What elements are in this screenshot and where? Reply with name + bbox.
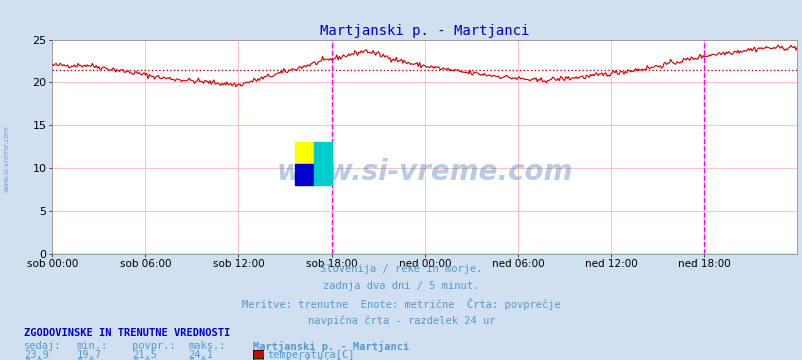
Bar [313, 143, 331, 164]
Text: navpična črta - razdelek 24 ur: navpična črta - razdelek 24 ur [307, 315, 495, 326]
Text: sedaj:: sedaj: [24, 341, 62, 351]
Text: 0,0: 0,0 [76, 358, 95, 360]
Text: 19,7: 19,7 [76, 350, 101, 360]
Text: ZGODOVINSKE IN TRENUTNE VREDNOSTI: ZGODOVINSKE IN TRENUTNE VREDNOSTI [24, 328, 230, 338]
Text: min.:: min.: [76, 341, 107, 351]
Bar [295, 143, 313, 164]
Title: Martjanski p. - Martjanci: Martjanski p. - Martjanci [320, 24, 529, 39]
Text: Martjanski p. - Martjanci: Martjanski p. - Martjanci [253, 341, 409, 352]
Text: povpr.:: povpr.: [132, 341, 176, 351]
Text: 24,1: 24,1 [188, 350, 213, 360]
Text: www.si-vreme.com: www.si-vreme.com [276, 158, 573, 186]
Bar [295, 164, 313, 185]
Text: 0,0: 0,0 [188, 358, 207, 360]
Text: zadnja dva dni / 5 minut.: zadnja dva dni / 5 minut. [323, 281, 479, 291]
Text: 0,0: 0,0 [132, 358, 151, 360]
Text: 21,5: 21,5 [132, 350, 157, 360]
Text: temperatura[C]: temperatura[C] [267, 350, 354, 360]
Text: 23,9: 23,9 [24, 350, 49, 360]
Text: maks.:: maks.: [188, 341, 226, 351]
Text: 0,0: 0,0 [24, 358, 43, 360]
Bar [313, 164, 331, 185]
Text: pretok[m3/s]: pretok[m3/s] [267, 358, 342, 360]
Text: www.si-vreme.com: www.si-vreme.com [3, 125, 10, 192]
Text: Slovenija / reke in morje.: Slovenija / reke in morje. [320, 264, 482, 274]
Text: Meritve: trenutne  Enote: metrične  Črta: povprečje: Meritve: trenutne Enote: metrične Črta: … [242, 298, 560, 310]
